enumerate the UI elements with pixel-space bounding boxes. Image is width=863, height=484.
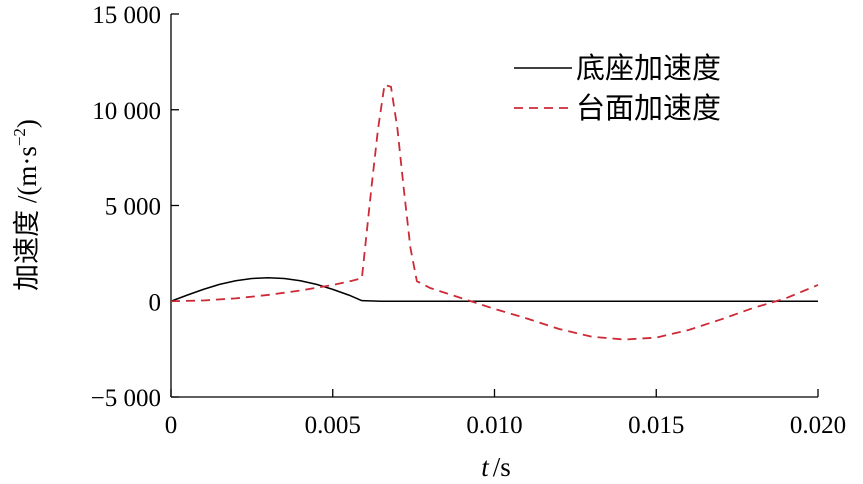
x-tick-label: 0.010 [466, 412, 522, 439]
legend-label-table: 台面加速度 [576, 92, 721, 125]
x-ticks: 0 0.005 0.010 0.015 0.020 [165, 389, 846, 439]
y-axis-title-exponent: −2 [10, 128, 29, 146]
x-axis-title-unit: /s [493, 452, 511, 482]
y-axis-title: 加速度 /(m·s−2) [10, 119, 42, 291]
y-axis-title-main: 加速度 /(m·s [12, 146, 42, 291]
x-tick-label: 0.005 [305, 412, 361, 439]
series-line-base [170, 276, 818, 302]
series-layer [170, 83, 819, 341]
series-line-table [170, 83, 819, 341]
x-tick-label: 0.020 [790, 412, 846, 439]
y-axis-title-close: ) [12, 119, 42, 128]
y-ticks: 15 000 10 000 5 000 0 −5 000 [91, 2, 179, 412]
x-tick-label: 0 [165, 412, 178, 439]
y-tick-label: 5 000 [105, 194, 161, 221]
y-tick-label: −5 000 [91, 385, 161, 412]
legend: 底座加速度 台面加速度 [514, 52, 721, 125]
y-tick-label: 10 000 [92, 98, 161, 125]
x-axis-title-var: t [481, 452, 490, 482]
x-axis-title: t/s [481, 452, 511, 482]
x-tick-label: 0.015 [628, 412, 684, 439]
y-tick-label: 0 [149, 289, 162, 316]
y-tick-label: 15 000 [92, 2, 161, 29]
legend-label-base: 底座加速度 [576, 52, 721, 85]
